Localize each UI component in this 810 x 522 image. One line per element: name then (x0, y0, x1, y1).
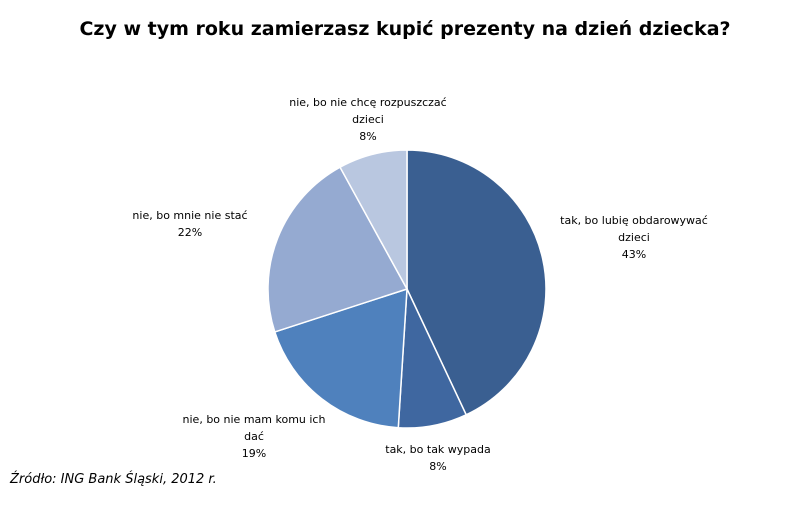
slice-label-3: nie, bo nie mam komu ich dać 19% (183, 413, 326, 460)
pie-slices (267, 149, 547, 429)
slice-category-label: dzieci (352, 113, 384, 126)
pie-slice-4 (267, 166, 409, 333)
slice-label-1: tak, bo lubię obdarowywać dzieci 43% (560, 214, 708, 261)
pie-slice-1 (406, 149, 547, 416)
slice-value-label: 8% (429, 460, 446, 473)
slice-category-label: dzieci (618, 231, 650, 244)
slice-category-label: dać (244, 430, 264, 443)
slice-value-label: 19% (242, 447, 266, 460)
slice-label-5: nie, bo nie chcę rozpuszczać dzieci 8% (289, 96, 446, 143)
slice-category-label: tak, bo lubię obdarowywać (560, 214, 708, 227)
pie-slice-5 (339, 149, 408, 290)
slice-category-label: nie, bo mnie nie stać (132, 209, 247, 222)
pie-labels: tak, bo lubię obdarowywać dzieci 43%tak, b… (132, 96, 707, 473)
slice-category-label: tak, bo tak wypada (385, 443, 491, 456)
source-note: Źródło: ING Bank Śląski, 2012 r. (10, 472, 217, 487)
slice-label-4: nie, bo mnie nie stać 22% (132, 209, 247, 239)
slice-value-label: 8% (359, 130, 376, 143)
chart-title: Czy w tym roku zamierzasz kupić prezenty… (79, 18, 731, 40)
slice-category-label: nie, bo nie mam komu ich (183, 413, 326, 426)
slice-value-label: 43% (622, 248, 646, 261)
slice-value-label: 22% (178, 226, 202, 239)
pie-slice-3 (273, 287, 408, 429)
slice-category-label: nie, bo nie chcę rozpuszczać (289, 96, 446, 109)
slice-label-2: tak, bo tak wypada 8% (385, 443, 491, 473)
